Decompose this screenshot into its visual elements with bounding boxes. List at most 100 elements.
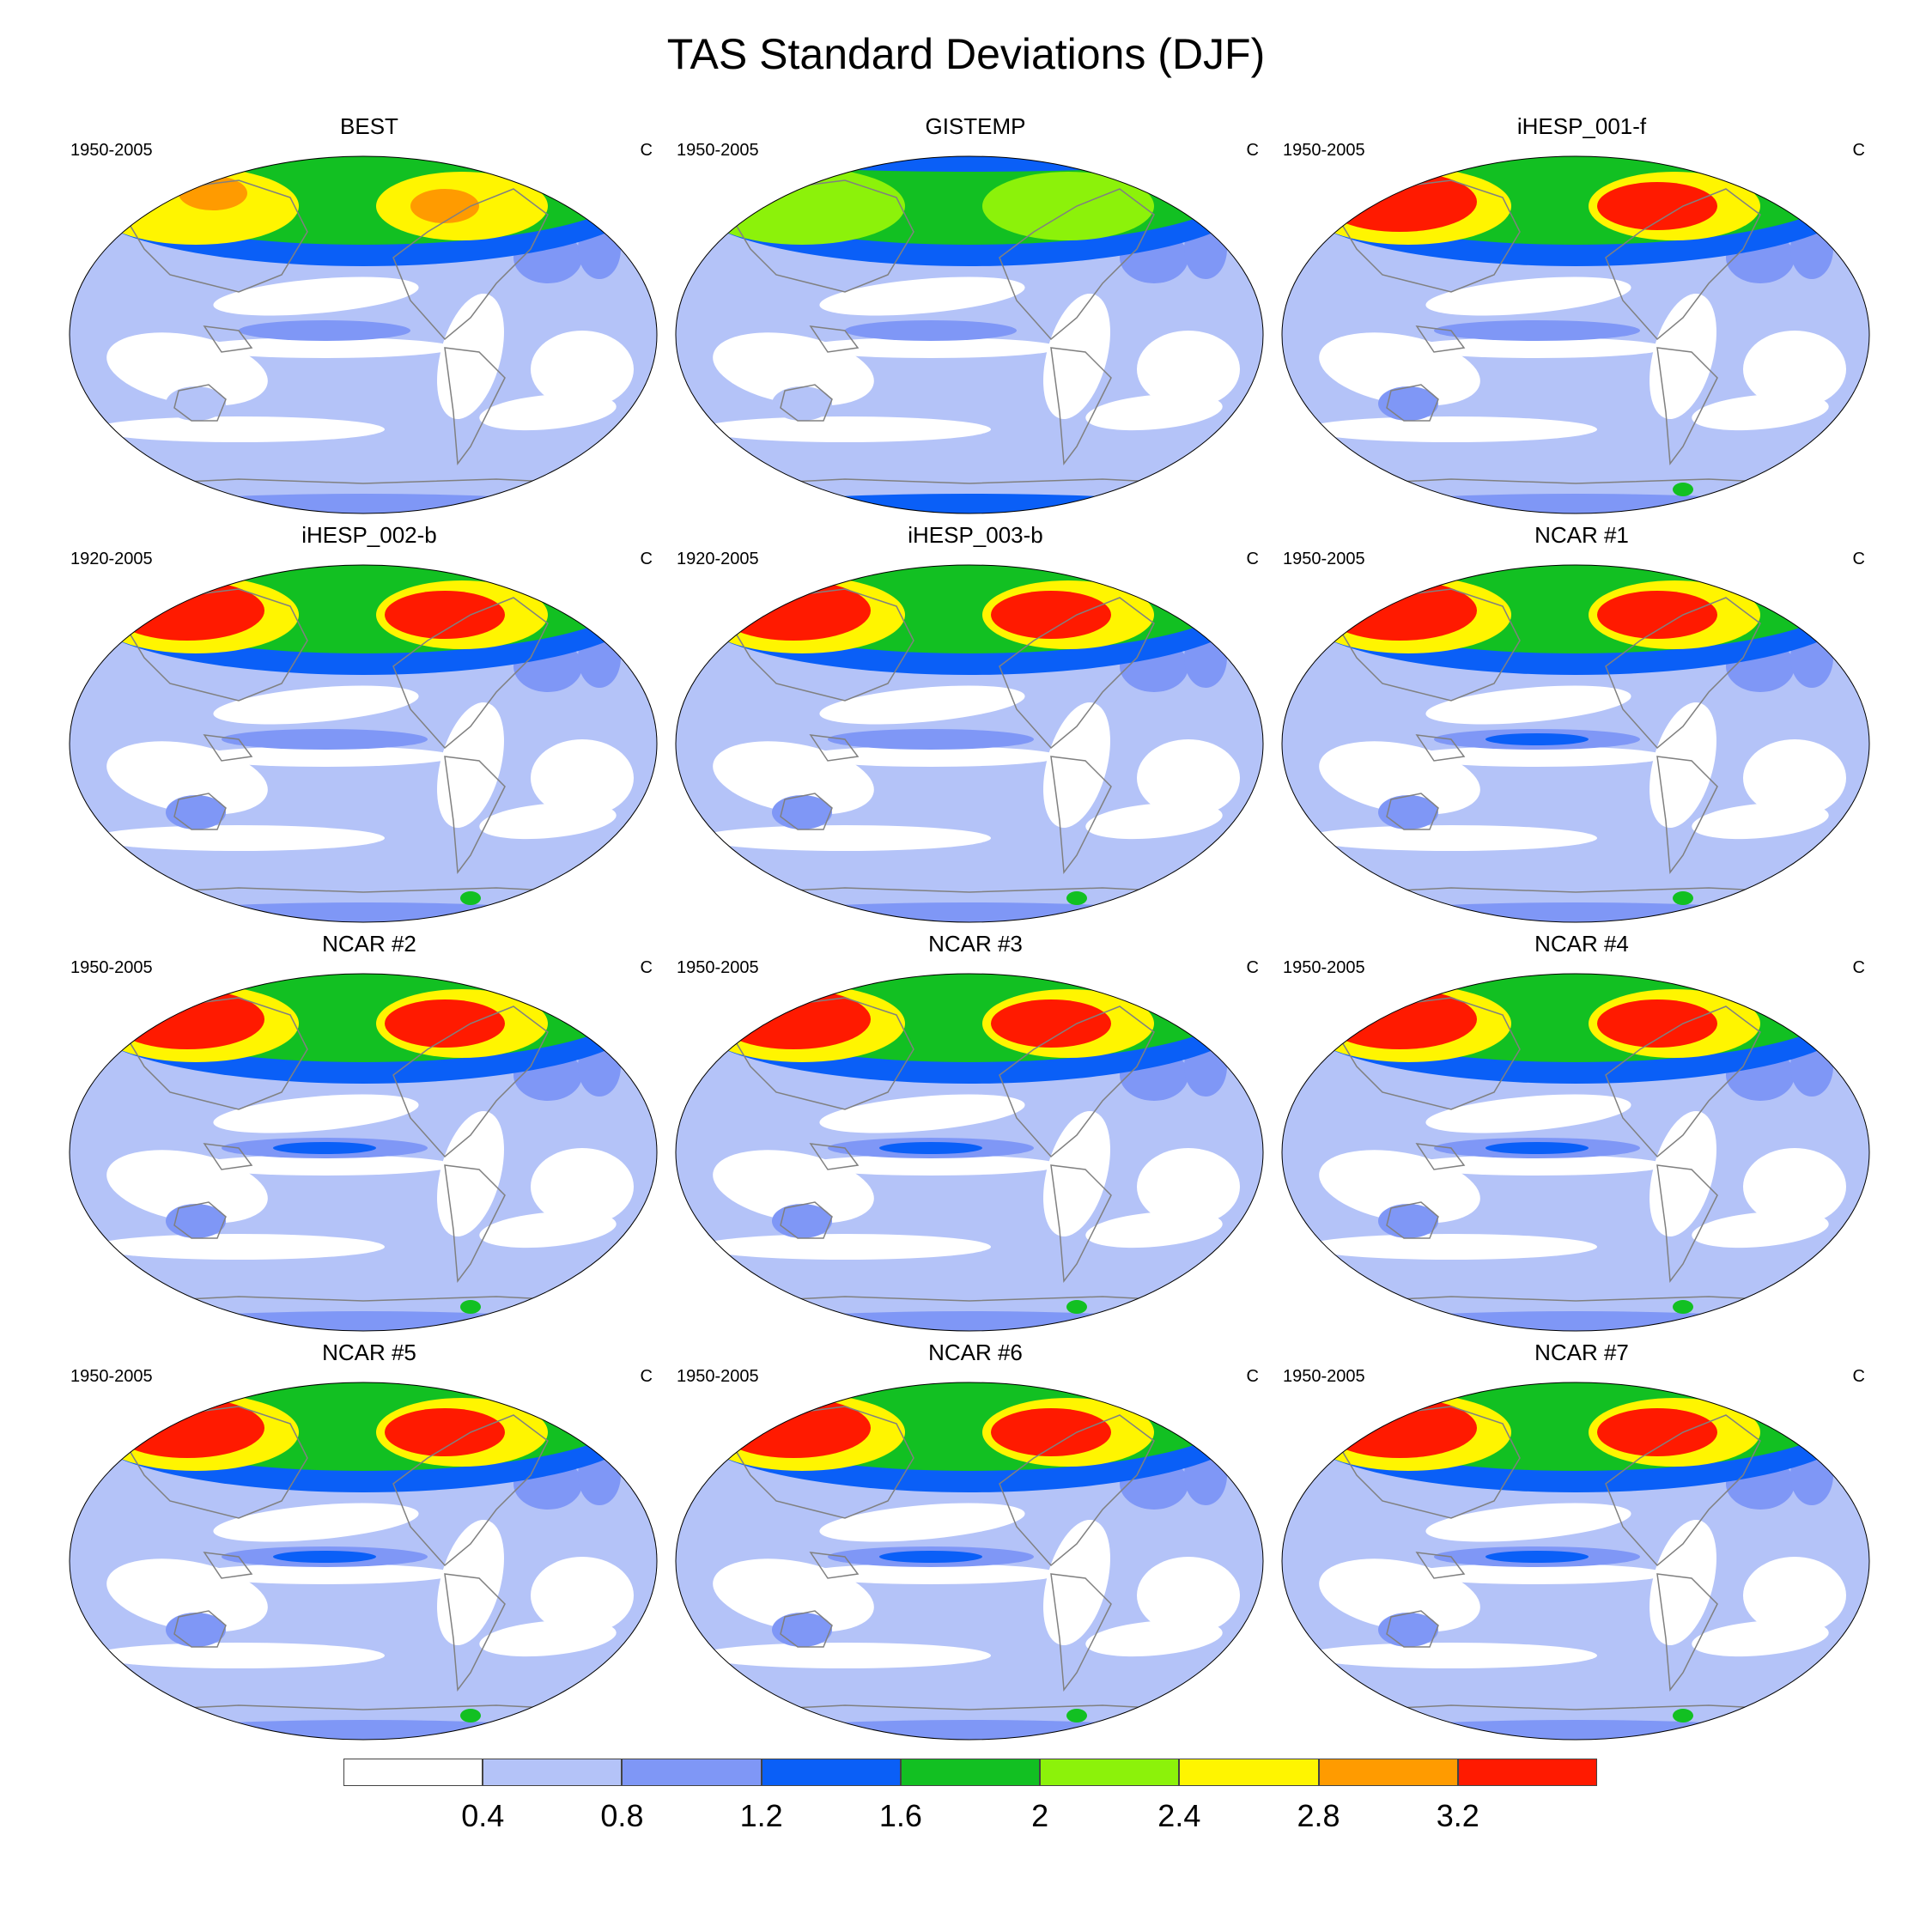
- low-variance-region: [1043, 1519, 1110, 1646]
- low-variance-region: [1408, 1564, 1666, 1584]
- coastline-australia: [173, 1201, 227, 1239]
- panel-title: BEST: [340, 113, 398, 139]
- map-panel: iHESP_001-f 1950-2005 C: [1279, 113, 1884, 514]
- panel-period: 1950-2005: [1283, 1367, 1365, 1386]
- world-map: [675, 155, 1264, 514]
- map-border: [69, 155, 658, 514]
- panel-period: 1950-2005: [1283, 141, 1365, 160]
- low-variance-region: [819, 276, 1025, 316]
- colorbar-tick-label: 2: [1031, 1798, 1049, 1833]
- extreme-america: [1597, 591, 1717, 639]
- world-map: [69, 155, 658, 514]
- coastline-maritime: [809, 734, 860, 762]
- antarctic-strip: [1301, 902, 1850, 922]
- low-variance-region: [1043, 293, 1110, 420]
- coastline-australia: [173, 793, 227, 830]
- coastline-north-america: [999, 1414, 1155, 1567]
- low-variance-region: [819, 685, 1025, 725]
- enso-core: [1485, 733, 1589, 745]
- antarctic-peak: [1066, 891, 1087, 905]
- high-variance-america: [982, 172, 1154, 240]
- low-variance-region: [93, 825, 385, 851]
- coastline-asia: [1329, 1406, 1521, 1519]
- map-panel: BEST 1950-2005 C: [67, 113, 671, 514]
- colorbar-swatch: [761, 1759, 901, 1786]
- coastline-asia: [1329, 179, 1521, 293]
- enso-tongue: [845, 320, 1017, 341]
- low-variance-region: [1649, 702, 1716, 829]
- antarctic-strip: [1301, 1311, 1850, 1331]
- antarctic-strip: [1301, 1720, 1850, 1740]
- low-variance-region: [1408, 746, 1666, 767]
- low-variance-region: [802, 1564, 1060, 1584]
- low-variance-region: [1425, 1503, 1631, 1542]
- low-variance-region: [819, 1503, 1025, 1542]
- coastline-asia: [723, 1406, 914, 1519]
- extreme-america: [385, 1408, 505, 1456]
- colorbar-swatch: [1457, 1759, 1597, 1786]
- low-variance-region: [1692, 802, 1829, 840]
- low-variance-region: [1137, 1557, 1240, 1634]
- low-variance-region: [531, 331, 634, 408]
- low-variance-region: [1043, 1110, 1110, 1237]
- low-variance-region: [1425, 685, 1631, 725]
- coastline-maritime: [203, 325, 253, 353]
- low-variance-region: [479, 1619, 617, 1657]
- coastline-australia: [780, 793, 833, 830]
- low-variance-region: [213, 276, 419, 316]
- low-variance-region: [1305, 416, 1597, 442]
- panel-title: NCAR #4: [1534, 931, 1629, 957]
- low-variance-region: [531, 1148, 634, 1225]
- coastline-north-america: [392, 597, 549, 750]
- panel-period: 1950-2005: [1283, 550, 1365, 568]
- coastline-australia: [1386, 793, 1439, 830]
- colorbar-tick-label: 1.6: [878, 1798, 922, 1833]
- colorbar-swatch: [622, 1759, 762, 1786]
- field-layer: [676, 974, 1263, 1331]
- coastline-maritime: [809, 1143, 860, 1170]
- enso-core: [273, 1142, 376, 1154]
- panel-period: 1950-2005: [677, 1367, 759, 1386]
- low-variance-region: [1085, 393, 1223, 431]
- gistemp-pole: [712, 156, 1227, 172]
- low-variance-region: [1408, 1155, 1666, 1176]
- coastline-south-america: [1050, 347, 1112, 466]
- low-variance-region: [1305, 825, 1597, 851]
- extreme-america: [385, 999, 505, 1048]
- coastline-north-america: [392, 1414, 549, 1567]
- low-variance-region: [1085, 1619, 1223, 1657]
- colorbar-tick-label: 0.4: [461, 1798, 505, 1833]
- antarctic-strip: [695, 1720, 1244, 1740]
- map-border: [675, 1382, 1264, 1741]
- world-map: [1281, 1382, 1870, 1741]
- low-variance-region: [437, 702, 504, 829]
- enso-core: [879, 1142, 982, 1154]
- antarctic-strip: [88, 1311, 638, 1331]
- panel-title: iHESP_003-b: [908, 522, 1043, 548]
- map-panel: NCAR #5 1950-2005 C: [67, 1340, 671, 1741]
- low-variance-region: [802, 337, 1060, 358]
- coastline-north-america: [999, 597, 1155, 750]
- map-border: [675, 973, 1264, 1332]
- low-variance-region: [1305, 1643, 1597, 1668]
- extreme-america: [991, 591, 1111, 639]
- extreme-america: [991, 1408, 1111, 1456]
- coastline-north-america: [392, 1005, 549, 1158]
- map-border: [1281, 155, 1870, 514]
- coastline-south-america: [444, 756, 506, 875]
- colorbar-swatch: [1318, 1759, 1458, 1786]
- panel-title: NCAR #5: [322, 1340, 416, 1365]
- page-title: TAS Standard Deviations (DJF): [666, 30, 1266, 78]
- map-panel: NCAR #7 1950-2005 C: [1279, 1340, 1884, 1741]
- low-variance-region: [437, 293, 504, 420]
- low-variance-region: [93, 1234, 385, 1260]
- enso-tongue: [222, 729, 428, 750]
- low-variance-region: [531, 1557, 634, 1634]
- extreme-america: [1597, 999, 1717, 1048]
- low-variance-region: [802, 746, 1060, 767]
- low-variance-region: [1692, 1211, 1829, 1249]
- panel-units: C: [640, 141, 653, 160]
- coastline-asia: [117, 1406, 308, 1519]
- panel-period: 1950-2005: [1283, 958, 1365, 977]
